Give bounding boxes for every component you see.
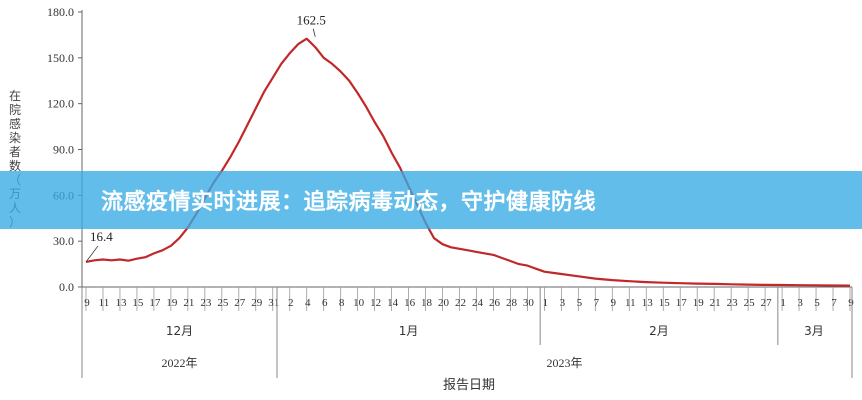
x-tick-label: 30	[523, 297, 535, 309]
x-tick-label: 1	[543, 297, 549, 309]
series-line	[85, 37, 851, 287]
annotation-leader	[312, 28, 316, 37]
x-tick-label: 22	[455, 297, 466, 309]
x-tick-label: 3	[560, 297, 566, 309]
year-label: 2023年	[546, 356, 582, 370]
x-tick-label: 11	[625, 297, 636, 309]
x-tick-label: 20	[438, 297, 450, 309]
x-tick-label: 6	[322, 297, 328, 309]
x-tick-label: 19	[693, 297, 705, 309]
x-tick-label: 15	[659, 297, 671, 309]
month-label: 3月	[804, 324, 824, 338]
annotations: 162.5 16.4	[85, 13, 326, 263]
x-tick-label: 11	[99, 297, 110, 309]
x-tick-label: 25	[217, 297, 229, 309]
x-tick-label: 25	[744, 297, 756, 309]
x-tick-label: 27	[234, 297, 246, 309]
x-tick-label: 13	[115, 297, 127, 309]
x-axis-ticks: 9 11 13 15 17 19 21 23 25 27 29 31 2 4 6 8 10 12 14 16 18 20 2…	[84, 287, 854, 311]
x-tick-label: 17	[676, 297, 688, 309]
headline-banner: 流感疫情实时进展：追踪病毒动态，守护健康防线	[0, 171, 862, 229]
x-tick-label: 7	[831, 297, 837, 309]
x-tick-label: 3	[797, 297, 803, 309]
x-axis-title: 报告日期	[443, 378, 495, 393]
x-tick-label: 10	[353, 297, 365, 309]
x-axis-groups: 12月 1月 2月 3月 2022年 2023年	[81, 287, 853, 378]
y-tick-label: 150.0	[47, 51, 74, 65]
x-tick-label: 16	[404, 297, 416, 309]
x-tick-label: 29	[251, 297, 263, 309]
x-tick-label: 19	[166, 297, 178, 309]
y-tick-label: 120.0	[47, 97, 74, 111]
annotation-peak: 162.5	[297, 13, 326, 28]
x-tick-label: 7	[594, 297, 600, 309]
series-line-group	[85, 37, 851, 287]
x-tick-label: 2	[288, 297, 294, 309]
x-tick-label: 12	[370, 297, 381, 309]
x-tick-label: 21	[710, 297, 721, 309]
y-tick-label: 90.0	[53, 143, 74, 157]
x-tick-label: 5	[814, 297, 820, 309]
headline-text: 流感疫情实时进展：追踪病毒动态，守护健康防线	[101, 190, 597, 215]
x-tick-label: 9	[848, 297, 854, 309]
x-tick-label: 23	[727, 297, 739, 309]
x-tick-label: 13	[642, 297, 654, 309]
x-tick-label: 27	[761, 297, 773, 309]
year-label: 2022年	[161, 356, 197, 370]
y-tick-label: 30.0	[53, 234, 74, 248]
x-tick-label: 8	[339, 297, 345, 309]
x-tick-label: 21	[183, 297, 194, 309]
y-tick-label: 0.0	[59, 280, 74, 294]
x-tick-label: 5	[577, 297, 583, 309]
x-tick-label: 9	[611, 297, 617, 309]
month-label: 2月	[649, 324, 669, 338]
x-tick-label: 24	[472, 297, 484, 309]
x-tick-label: 15	[132, 297, 144, 309]
month-label: 1月	[399, 324, 419, 338]
x-tick-label: 18	[421, 297, 433, 309]
annotation-leader	[85, 245, 99, 263]
annotation-start: 16.4	[90, 229, 113, 244]
x-tick-label: 23	[200, 297, 212, 309]
x-tick-label: 17	[149, 297, 161, 309]
x-tick-label: 31	[268, 297, 279, 309]
x-tick-label: 14	[387, 297, 399, 309]
x-tick-label: 26	[489, 297, 501, 309]
x-tick-label: 28	[506, 297, 518, 309]
x-tick-label: 9	[84, 297, 90, 309]
y-tick-label: 180.0	[47, 5, 74, 19]
month-label: 12月	[166, 324, 193, 338]
x-tick-label: 4	[305, 297, 311, 309]
x-tick-label: 1	[780, 297, 786, 309]
